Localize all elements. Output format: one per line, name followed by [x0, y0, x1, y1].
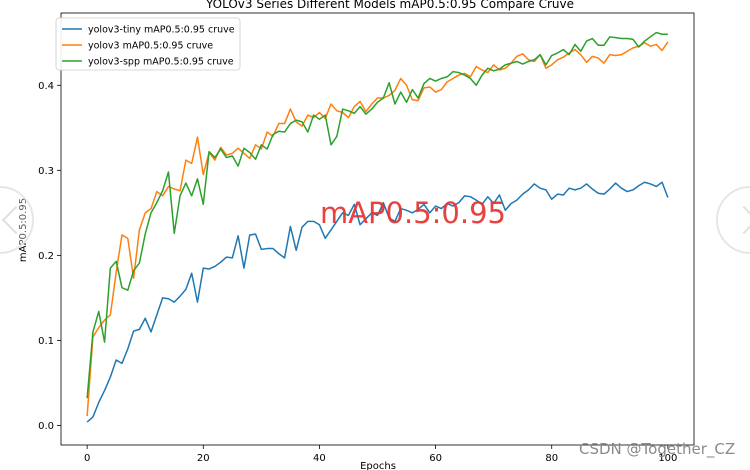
y-tick-label: 0.3 [38, 166, 54, 177]
series-lines [86, 31, 669, 423]
legend-label: yolov3 mAP0.5:0.95 cruve [88, 41, 213, 52]
watermark: CSDN @Together_CZ [579, 440, 736, 458]
legend: yolov3-tiny mAP0.5:0.95 cruve yolov3 mAP0… [55, 17, 241, 71]
legend-label: yolov3-spp mAP0.5:0.95 cruve [88, 57, 234, 68]
x-tick-label: 40 [313, 453, 326, 464]
plot-frame [60, 12, 695, 446]
x-tick-label: 20 [197, 453, 210, 464]
legend-label: yolov3-tiny mAP0.5:0.95 cruve [88, 25, 235, 36]
x-axis-label: Epochs [360, 461, 396, 470]
x-axis-ticks: 0 20 40 60 80 100 [84, 445, 677, 464]
y-tick-label: 0.4 [38, 81, 54, 92]
series-line-0 [86, 181, 669, 423]
legend-box [55, 17, 241, 71]
overlay-annotation: mAP0.5:0.95 [320, 196, 506, 230]
y-tick-label: 0.2 [38, 251, 54, 262]
x-tick-label: 80 [545, 453, 558, 464]
x-tick-label: 60 [429, 453, 442, 464]
x-tick-label: 0 [84, 453, 90, 464]
y-axis-ticks: 0.0 0.1 0.2 0.3 0.4 [38, 81, 61, 432]
y-tick-label: 0.0 [38, 421, 54, 432]
x-tick-label: 100 [658, 453, 677, 464]
series-line-2 [86, 31, 668, 399]
chart-title: YOLOv3 Series Different Models mAP0.5:0.… [205, 0, 574, 11]
y-tick-label: 0.1 [38, 336, 54, 347]
